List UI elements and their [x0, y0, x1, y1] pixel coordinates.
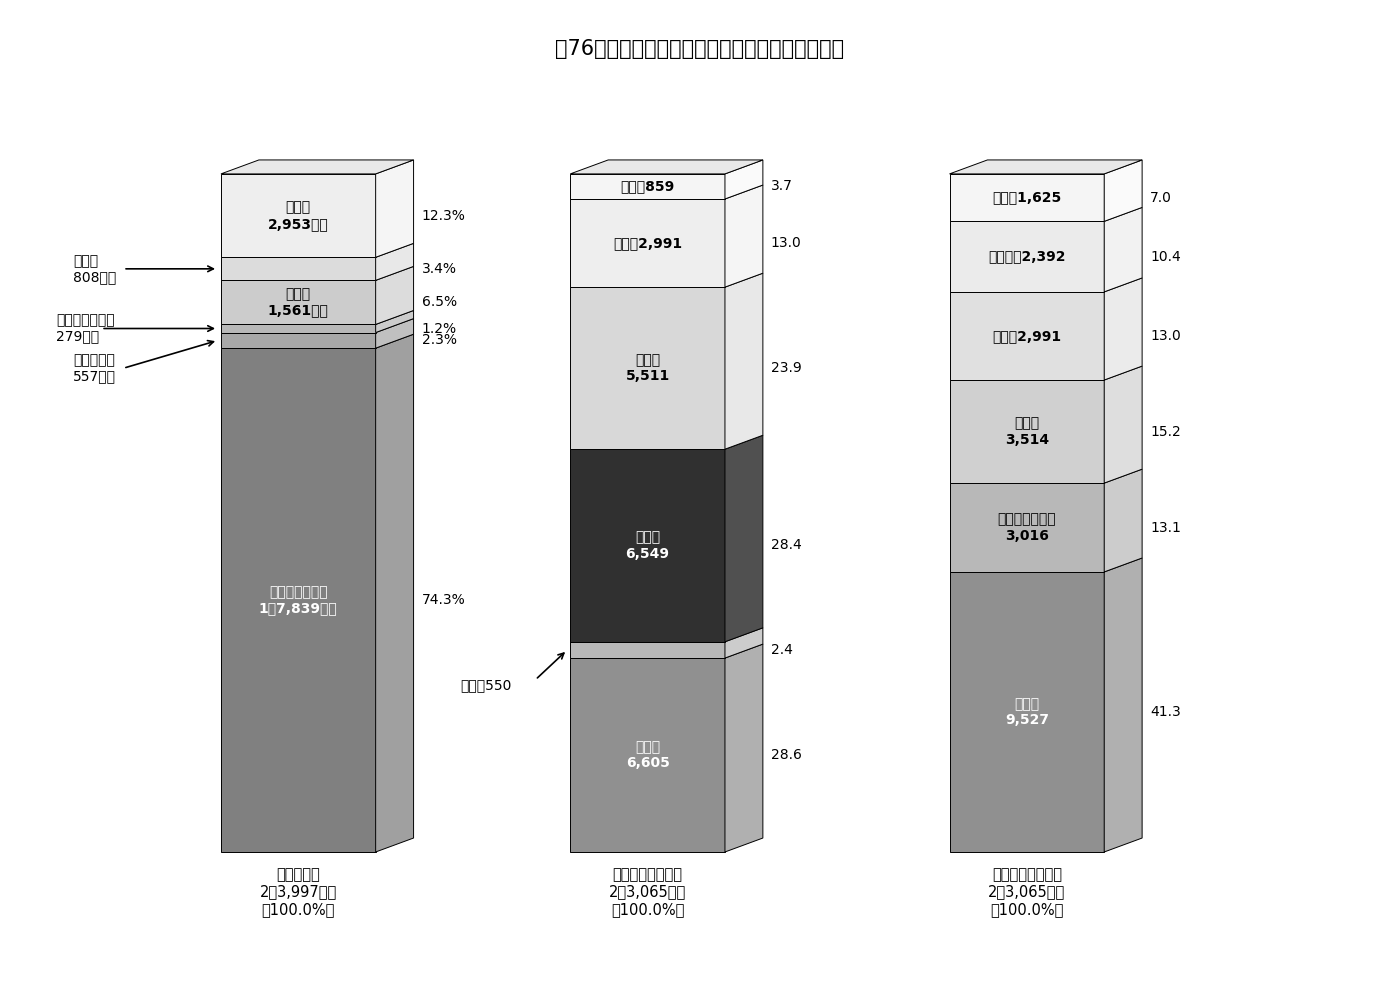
Polygon shape [1105, 207, 1142, 291]
Polygon shape [949, 572, 1105, 852]
Polygon shape [725, 274, 763, 450]
Polygon shape [221, 257, 375, 281]
Text: 3.7: 3.7 [771, 180, 792, 194]
Text: 15.2: 15.2 [1151, 425, 1180, 439]
Text: 人件費
9,527: 人件費 9,527 [1005, 697, 1049, 727]
Text: 総務費
6,605: 総務費 6,605 [626, 740, 669, 770]
Text: 国庫支出金
557億円: 国庫支出金 557億円 [73, 353, 116, 383]
Polygon shape [725, 160, 763, 199]
Text: 第76図　一部事務組合等の歳入歳出決算額の状況: 第76図 一部事務組合等の歳入歳出決算額の状況 [556, 40, 844, 59]
Polygon shape [221, 324, 375, 333]
Text: 都道府県支出金
279億円: 都道府県支出金 279億円 [56, 313, 115, 344]
Polygon shape [375, 310, 413, 333]
Polygon shape [1105, 469, 1142, 572]
Text: 性質別歳出決算額
2兆3,065億円
（100.0%）: 性質別歳出決算額 2兆3,065億円 （100.0%） [988, 866, 1065, 917]
Polygon shape [1105, 278, 1142, 380]
Polygon shape [1105, 160, 1142, 221]
Polygon shape [570, 174, 725, 199]
Polygon shape [221, 348, 375, 852]
Text: 10.4: 10.4 [1151, 250, 1180, 264]
Text: 41.3: 41.3 [1151, 705, 1180, 719]
Polygon shape [949, 291, 1105, 380]
Polygon shape [221, 174, 375, 257]
Polygon shape [570, 658, 725, 852]
Polygon shape [949, 174, 1105, 221]
Polygon shape [725, 644, 763, 852]
Text: 3.4%: 3.4% [421, 262, 456, 276]
Text: 7.0: 7.0 [1151, 191, 1172, 205]
Polygon shape [221, 333, 375, 348]
Text: 2.3%: 2.3% [421, 333, 456, 348]
Text: 74.3%: 74.3% [421, 593, 465, 607]
Text: その他1,625: その他1,625 [993, 191, 1061, 205]
Text: 繰越金
808億円: 繰越金 808億円 [73, 254, 116, 284]
Polygon shape [570, 642, 725, 658]
Text: 13.1: 13.1 [1151, 521, 1182, 535]
Text: 衛生費
6,549: 衛生費 6,549 [626, 531, 669, 560]
Polygon shape [1105, 367, 1142, 483]
Text: 13.0: 13.0 [1151, 329, 1180, 343]
Polygon shape [949, 221, 1105, 291]
Text: 1.2%: 1.2% [421, 321, 456, 336]
Polygon shape [570, 450, 725, 642]
Polygon shape [725, 627, 763, 658]
Polygon shape [221, 160, 413, 174]
Text: 物件費
3,514: 物件費 3,514 [1005, 417, 1049, 447]
Polygon shape [375, 267, 413, 324]
Polygon shape [949, 160, 1142, 174]
Polygon shape [949, 483, 1105, 572]
Polygon shape [725, 436, 763, 642]
Polygon shape [221, 281, 375, 324]
Text: 2.4: 2.4 [771, 643, 792, 657]
Polygon shape [375, 334, 413, 852]
Polygon shape [375, 160, 413, 257]
Text: 12.3%: 12.3% [421, 208, 465, 222]
Text: その他
2,953億円: その他 2,953億円 [267, 201, 329, 231]
Text: 民生費550: 民生費550 [461, 678, 512, 692]
Text: 消防費
5,511: 消防費 5,511 [626, 353, 669, 383]
Polygon shape [949, 380, 1105, 483]
Text: 補助費等2,392: 補助費等2,392 [988, 250, 1065, 264]
Text: 13.0: 13.0 [771, 236, 802, 250]
Polygon shape [725, 185, 763, 288]
Text: 28.6: 28.6 [771, 748, 802, 762]
Text: 23.9: 23.9 [771, 362, 802, 375]
Text: 公債費2,991: 公債費2,991 [993, 329, 1061, 343]
Polygon shape [570, 160, 763, 174]
Text: 地方債
1,561億円: 地方債 1,561億円 [267, 288, 329, 317]
Polygon shape [570, 199, 725, 288]
Text: 分担金・負担金
1兆7,839億円: 分担金・負担金 1兆7,839億円 [259, 585, 337, 616]
Text: 歳入決算額
2兆3,997億円
（100.0%）: 歳入決算額 2兆3,997億円 （100.0%） [259, 866, 337, 917]
Text: その他859: その他859 [620, 180, 675, 194]
Text: 6.5%: 6.5% [421, 295, 456, 309]
Polygon shape [375, 243, 413, 281]
Text: 公債費2,991: 公債費2,991 [613, 236, 682, 250]
Polygon shape [570, 288, 725, 450]
Text: 28.4: 28.4 [771, 538, 802, 552]
Polygon shape [375, 318, 413, 348]
Polygon shape [1105, 558, 1142, 852]
Text: 目的別歳出決算額
2兆3,065億円
（100.0%）: 目的別歳出決算額 2兆3,065億円 （100.0%） [609, 866, 686, 917]
Text: 普通建設事業費
3,016: 普通建設事業費 3,016 [998, 513, 1056, 542]
